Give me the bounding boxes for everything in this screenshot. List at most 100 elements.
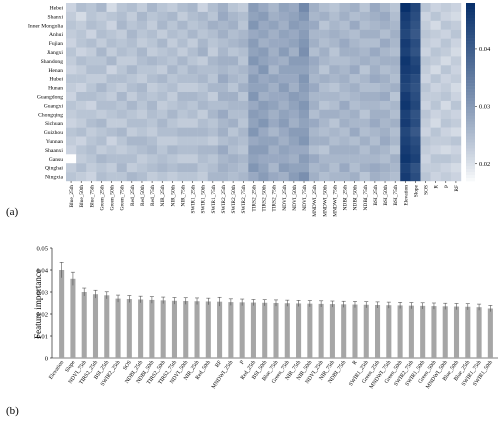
heatmap-row-label: Shandong — [41, 59, 64, 65]
heatmap-cell — [420, 163, 431, 173]
heatmap-cell — [238, 11, 249, 21]
heatmap-cell — [309, 56, 320, 66]
heatmap-cell — [258, 100, 269, 110]
heatmap-cell — [379, 11, 391, 21]
heatmap-cell — [278, 38, 290, 48]
heatmap-column-label: Green_25th — [99, 185, 105, 211]
bar — [476, 307, 482, 358]
heatmap-column-label: Blue_25th — [69, 185, 75, 208]
heatmap-cell — [319, 163, 330, 173]
heatmap-cell — [420, 109, 431, 119]
heatmap-cell — [228, 145, 239, 155]
heatmap-cell — [359, 47, 371, 57]
heatmap-cell — [157, 56, 168, 66]
heatmap-cell — [359, 118, 371, 128]
bar — [341, 304, 347, 358]
heatmap-cell — [248, 154, 259, 164]
heatmap-cell — [66, 3, 77, 13]
colorbar-segment — [466, 92, 475, 96]
colorbar-segment — [466, 47, 475, 51]
heatmap-cell — [157, 154, 168, 164]
heatmap-cell — [147, 92, 158, 102]
heatmap-cell — [440, 109, 452, 119]
heatmap-column-label: Slope — [413, 184, 419, 197]
heatmap-cell — [217, 163, 229, 173]
heatmap-column-label: Elevation — [403, 185, 409, 206]
heatmap-cell — [339, 127, 350, 137]
heatmap-cell — [126, 136, 138, 146]
heatmap-cell — [248, 163, 259, 173]
heatmap-cell — [96, 92, 107, 102]
heatmap-cell — [126, 47, 138, 57]
heatmap-row-label: Ningxia — [45, 175, 64, 181]
heatmap-cell — [379, 83, 391, 93]
heatmap-cell — [96, 47, 107, 57]
heatmap-cell — [278, 172, 290, 182]
heatmap-cell — [147, 56, 158, 66]
heatmap-cell — [126, 56, 138, 66]
heatmap-cell — [349, 92, 360, 102]
bar — [420, 305, 426, 358]
heatmap-cell — [410, 74, 421, 84]
heatmap-cell — [238, 118, 249, 128]
heatmap-cell — [76, 65, 87, 75]
heatmap-cell — [157, 109, 168, 119]
heatmap-cell — [369, 163, 381, 173]
heatmap-cell — [349, 74, 360, 84]
heatmap-cell — [116, 154, 127, 164]
heatmap-cell — [450, 136, 462, 146]
heatmap-cell — [339, 74, 350, 84]
heatmap-cell — [450, 145, 462, 155]
heatmap-row-label: Shaanxi — [45, 148, 63, 154]
heatmap-cell — [147, 47, 158, 57]
heatmap-cell — [288, 38, 300, 48]
heatmap-cell — [440, 11, 452, 21]
heatmap-cell — [106, 118, 117, 128]
heatmap-cell — [76, 172, 87, 182]
heatmap-cell — [319, 20, 330, 30]
heatmap-cell — [136, 56, 148, 66]
heatmap-cell — [268, 100, 279, 110]
heatmap-cell — [96, 118, 107, 128]
heatmap-cell — [116, 3, 127, 13]
heatmap-cell — [410, 172, 421, 182]
heatmap-cell — [217, 154, 229, 164]
heatmap-cell — [228, 65, 239, 75]
heatmap-cell — [359, 172, 371, 182]
heatmap-cell — [430, 38, 441, 48]
heatmap-cell — [440, 56, 452, 66]
heatmap-cell — [410, 109, 421, 119]
heatmap-column-label: RF — [454, 185, 460, 192]
heatmap-cell — [369, 38, 381, 48]
heatmap-cell — [126, 74, 138, 84]
heatmap-cell — [369, 29, 381, 39]
heatmap-cell — [359, 65, 371, 75]
heatmap-cell — [177, 74, 188, 84]
heatmap-cell — [379, 118, 391, 128]
heatmap-column-label: SWIR2_75th — [241, 185, 247, 214]
heatmap-row-label: Chongqing — [38, 112, 63, 118]
heatmap-cell — [450, 56, 462, 66]
heatmap-cell — [217, 136, 229, 146]
heatmap-cell — [228, 118, 239, 128]
heatmap-cell — [298, 3, 310, 13]
heatmap-cell — [217, 109, 229, 119]
bar-category-label: R — [352, 359, 359, 366]
heatmap-cell — [440, 83, 452, 93]
heatmap-cell — [248, 20, 259, 30]
heatmap-cell — [207, 136, 219, 146]
colorbar-segment — [466, 130, 475, 134]
heatmap-column-label: TIRS2_50th — [262, 185, 268, 212]
heatmap-cell — [197, 109, 208, 119]
heatmap-cell — [309, 172, 320, 182]
heatmap-cell — [288, 56, 300, 66]
heatmap-cell — [400, 154, 411, 164]
bar — [408, 305, 414, 358]
colorbar-segment — [466, 97, 475, 102]
heatmap-cell — [379, 29, 391, 39]
heatmap-cell — [268, 154, 279, 164]
bar-chart-y-tick-label: 0.02 — [36, 312, 48, 319]
colorbar-segment — [466, 29, 475, 33]
heatmap-cell — [238, 47, 249, 57]
heatmap-cell — [268, 20, 279, 30]
